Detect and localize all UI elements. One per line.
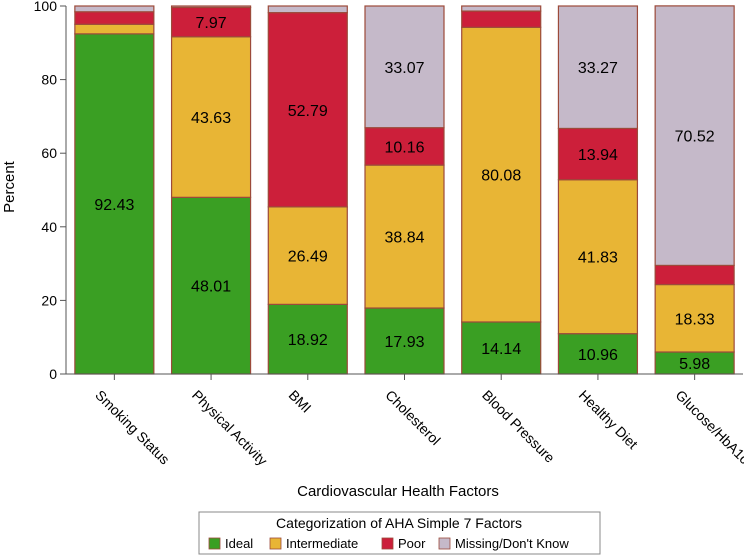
x-tick-label: Physical Activity	[189, 387, 271, 469]
data-label: 70.52	[675, 129, 715, 146]
bar-segment-missing-don-t-know-6	[557, 5, 639, 130]
y-tick-label: 20	[41, 292, 57, 308]
bar-segment-poor-2	[170, 6, 252, 38]
data-label: 26.49	[288, 249, 328, 266]
legend: Categorization of AHA Simple 7 Factors I…	[198, 511, 601, 555]
legend-label: Ideal	[225, 536, 253, 551]
legend-swatch-poor	[381, 537, 394, 550]
data-label: 80.08	[481, 168, 521, 185]
data-label: 10.96	[578, 347, 618, 364]
legend-title: Categorization of AHA Simple 7 Factors	[276, 515, 522, 531]
bar-segment-poor-1	[74, 11, 155, 25]
data-label: 13.94	[578, 147, 618, 164]
data-label: 10.16	[384, 139, 424, 156]
legend-swatch-ideal	[208, 537, 221, 550]
y-axis-title: Percent	[1, 160, 18, 213]
data-label: 48.01	[191, 279, 231, 296]
data-label: 18.33	[675, 311, 715, 328]
data-label: 7.97	[196, 15, 227, 32]
bar-segment-missing-don-t-know-3	[267, 5, 348, 14]
bar-segment-missing-don-t-know-5	[461, 5, 542, 12]
x-tick-label: Glucose/HbA1c	[673, 387, 744, 467]
bar-segment-missing-don-t-know-1	[74, 5, 155, 13]
legend-frame	[198, 511, 601, 555]
data-label: 52.79	[288, 103, 328, 120]
bar-segment-intermediate-7	[654, 283, 735, 353]
legend-label: Intermediate	[286, 536, 358, 551]
bar-segment-intermediate-1	[74, 23, 155, 35]
plot-area: 92.43 48.01 43.63 7.97 18.92 26.49 52.79 17.93 3…	[74, 5, 735, 375]
bar-segment-ideal-5	[461, 321, 542, 375]
data-label: 41.83	[578, 250, 618, 267]
data-label: 43.63	[191, 110, 231, 127]
data-label: 5.98	[679, 356, 710, 373]
data-label: 17.93	[384, 334, 424, 351]
bar-segment-missing-don-t-know-4	[364, 5, 445, 129]
data-label: 14.14	[481, 341, 521, 358]
data-label: 38.84	[384, 230, 424, 247]
x-axis-title: Cardiovascular Health Factors	[297, 483, 499, 500]
bar-segment-intermediate-5	[461, 26, 542, 323]
y-axis: 0 20 40 60 80 100	[34, 0, 67, 382]
y-tick-label: 0	[49, 366, 57, 382]
bar-segment-poor-4	[364, 127, 445, 166]
legend-swatch-intermediate	[269, 537, 282, 550]
bar-segment-poor-5	[461, 10, 542, 28]
bar-segment-intermediate-4	[364, 164, 445, 309]
bar-segment-poor-7	[654, 264, 735, 286]
x-axis: Smoking Status Physical Activity BMI Choles…	[66, 373, 744, 469]
legend-label: Missing/Don't Know	[455, 536, 569, 551]
x-tick-label: BMI	[286, 387, 315, 416]
bar-segment-ideal-4	[364, 307, 445, 375]
x-tick-label: Cholesterol	[382, 387, 443, 448]
x-tick-label: Blood Pressure	[479, 387, 558, 466]
data-label: 33.07	[384, 60, 424, 77]
legend-label: Poor	[398, 536, 426, 551]
bar-segment-intermediate-3	[267, 206, 348, 305]
x-tick-label: Healthy Diet	[576, 387, 641, 452]
bar-segment-ideal-1	[74, 33, 155, 375]
y-tick-label: 60	[41, 145, 57, 161]
bar-segment-intermediate-6	[557, 179, 639, 335]
bar-segment-poor-6	[557, 127, 639, 181]
bar-segment-missing-don-t-know-2	[170, 5, 252, 9]
y-tick-label: 40	[41, 219, 57, 235]
bar-segment-poor-3	[267, 12, 348, 208]
y-tick-label: 100	[34, 0, 58, 14]
legend-swatch-missing-don-t-know	[438, 537, 451, 550]
legend-items: Ideal Intermediate Poor Missing/Don't Know	[208, 536, 569, 551]
x-tick-label: Smoking Status	[92, 387, 173, 468]
bar-segment-missing-don-t-know-7	[654, 5, 735, 267]
bar-segment-ideal-2	[170, 196, 252, 375]
data-label: 33.27	[578, 60, 618, 77]
data-label: 92.43	[94, 197, 134, 214]
y-tick-label: 80	[41, 72, 57, 88]
data-label: 18.92	[288, 332, 328, 349]
